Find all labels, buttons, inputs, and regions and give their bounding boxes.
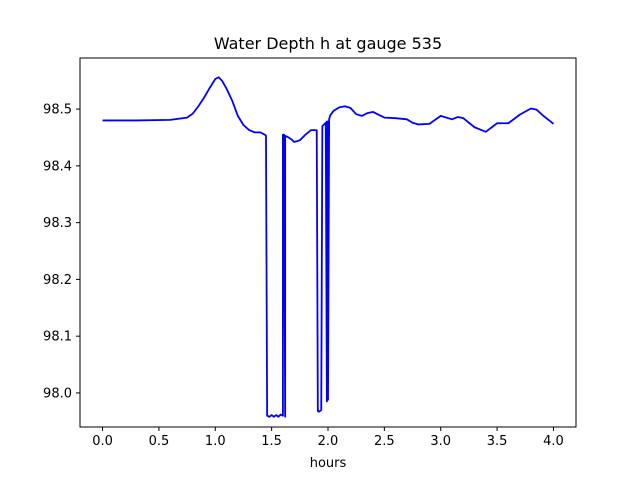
x-tick-label: 2.0 (318, 434, 339, 449)
x-axis-label: hours (310, 456, 347, 471)
y-axis: 98.0 98.1 98.2 98.3 98.4 98.5 (43, 103, 80, 401)
y-tick-label: 98.3 (43, 216, 72, 231)
y-tick-label: 98.4 (43, 159, 72, 174)
x-tick-label: 0.5 (149, 434, 170, 449)
x-axis: 0.0 0.5 1.0 1.5 2.0 2.5 3.0 3.5 4.0 (92, 427, 564, 449)
y-tick-label: 98.1 (43, 330, 72, 345)
x-tick-label: 0.0 (92, 434, 113, 449)
x-tick-label: 3.5 (487, 434, 508, 449)
x-tick-label: 2.5 (374, 434, 395, 449)
x-tick-label: 1.0 (205, 434, 226, 449)
y-tick-label: 98.2 (43, 273, 72, 288)
y-tick-label: 98.5 (43, 103, 72, 118)
chart-title: Water Depth h at gauge 535 (214, 34, 442, 53)
x-tick-label: 3.0 (430, 434, 451, 449)
plot-lines (102, 76, 555, 418)
x-tick-label: 1.5 (261, 434, 282, 449)
series-line-0 (102, 76, 555, 418)
y-tick-label: 98.0 (43, 386, 72, 401)
x-tick-label: 4.0 (543, 434, 564, 449)
